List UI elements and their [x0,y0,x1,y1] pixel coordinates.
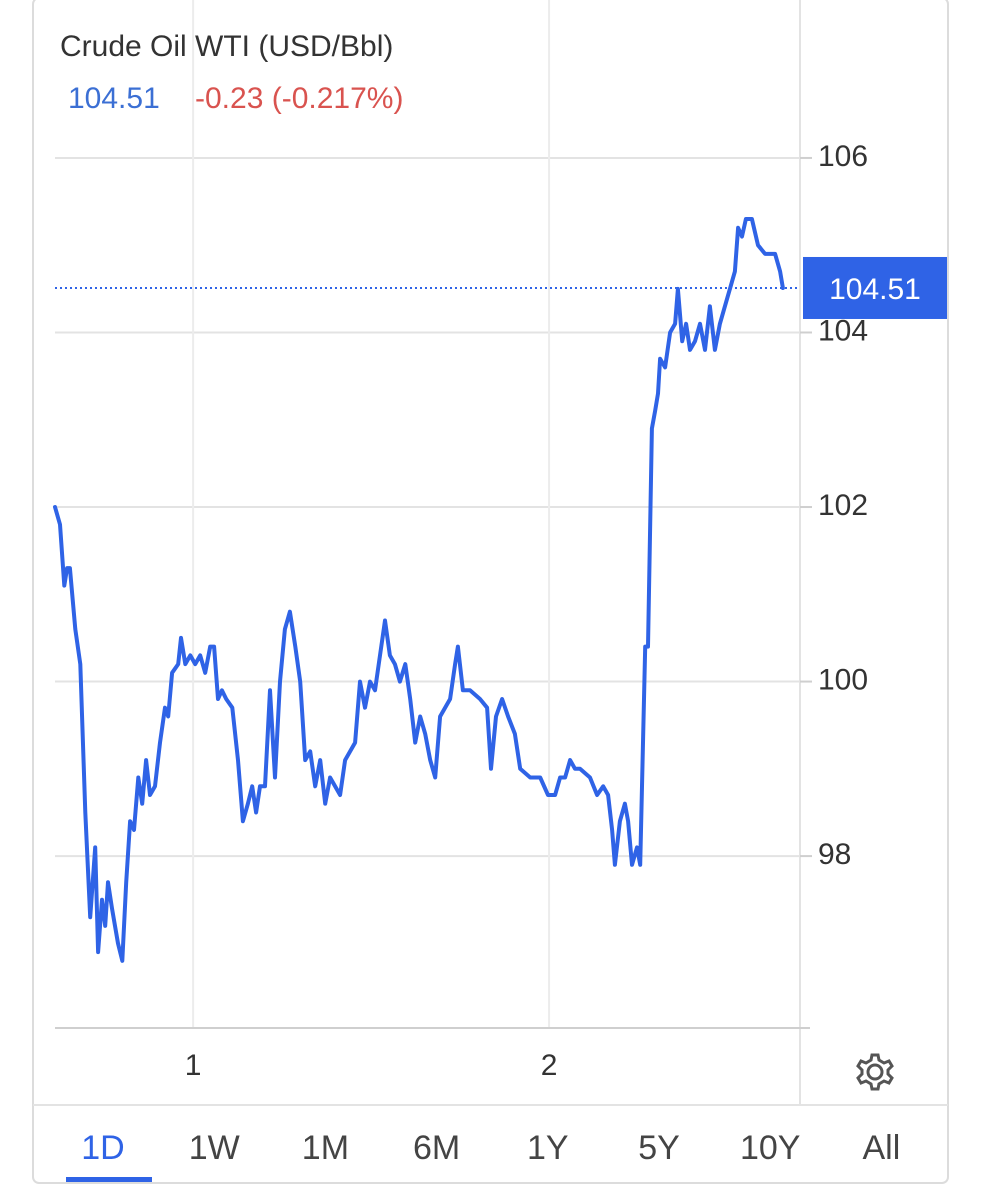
change: -0.23 (-0.217%) [195,82,403,115]
range-tab[interactable]: 1M [302,1129,349,1167]
settings-icon[interactable] [856,1053,894,1091]
y-tick-label: 106 [818,140,868,173]
range-tab[interactable]: All [863,1129,901,1167]
range-tab[interactable]: 6M [413,1129,460,1167]
current-price-label: 104.51 [829,273,921,306]
range-tab-indicator [66,1177,152,1182]
x-tick-label: 2 [541,1049,558,1082]
range-tab[interactable]: 1Y [527,1129,569,1167]
range-tab[interactable]: 10Y [740,1129,801,1167]
y-tick-label: 102 [818,489,868,522]
grid [55,0,812,1029]
x-tick-label: 1 [185,1049,202,1082]
y-tick-label: 98 [818,838,851,871]
current-price-box [803,256,947,319]
y-tick-label: 104 [818,314,868,347]
range-tab[interactable]: 5Y [638,1129,680,1167]
card [32,0,949,1184]
range-tab[interactable]: 1D [81,1129,124,1167]
y-tick-label: 100 [818,663,868,696]
range-tab[interactable]: 1W [189,1129,240,1167]
chart-title: Crude Oil WTI (USD/Bbl) [60,30,393,63]
price-line [53,217,785,963]
price: 104.51 [68,82,160,115]
